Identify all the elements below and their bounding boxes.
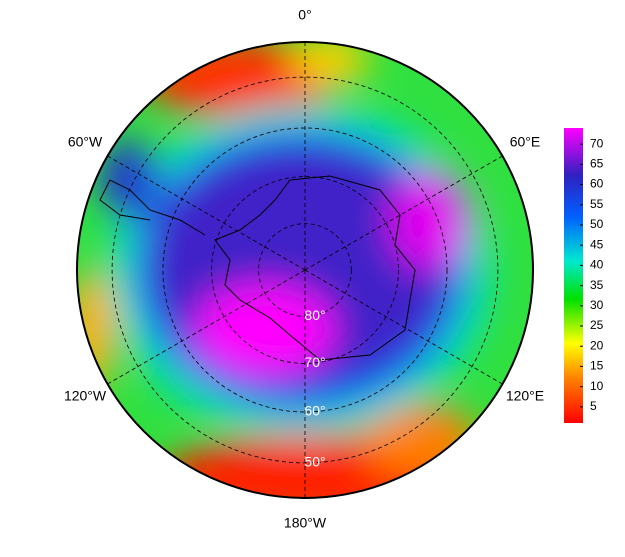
colorbar-tick-label: 15	[590, 359, 604, 373]
latitude-label: 60°	[304, 403, 325, 419]
colorbar-tick-label: 70	[590, 136, 604, 150]
latitude-label: 50°	[304, 454, 325, 470]
longitude-label: 120°E	[506, 388, 544, 404]
colorbar-tick-label: 45	[590, 237, 604, 251]
colorbar-tick-label: 65	[590, 157, 604, 171]
colorbar-tick-label: 10	[590, 379, 604, 393]
longitude-label: 180°W	[284, 515, 327, 531]
longitude-label: 60°W	[68, 134, 103, 150]
colorbar-tick-label: 30	[590, 298, 604, 312]
colorbar-tick-label: 60	[590, 177, 604, 191]
longitude-label: 0°	[298, 7, 311, 23]
latitude-circle	[211, 176, 399, 364]
meridian-line	[107, 155, 306, 271]
coastline	[99, 179, 206, 236]
colorbar-tick-label: 50	[590, 217, 604, 231]
colorbar-tick-label: 5	[590, 399, 597, 413]
latitude-circle	[258, 223, 352, 317]
coastline	[214, 175, 416, 361]
latitude-label: 80°	[304, 307, 325, 323]
meridian-line	[107, 269, 306, 385]
colorbar-tick-label: 55	[590, 197, 604, 211]
latitude-label: 70°	[304, 354, 325, 370]
colorbar-tick-label: 20	[590, 338, 604, 352]
heatmap	[77, 42, 533, 498]
meridian-line	[304, 269, 503, 385]
colorbar	[564, 128, 583, 423]
longitude-label: 120°W	[64, 388, 107, 404]
meridian-line	[304, 155, 503, 271]
longitude-label: 60°E	[510, 134, 541, 150]
colorbar-tick-label: 40	[590, 258, 604, 272]
colorbar-tick-label: 25	[590, 318, 604, 332]
colorbar-tick-label: 35	[590, 278, 604, 292]
